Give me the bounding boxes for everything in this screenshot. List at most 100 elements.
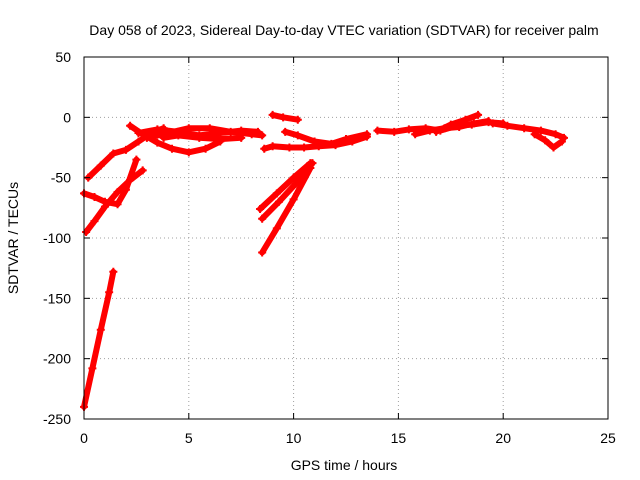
data-point [557, 137, 566, 146]
plot-frame [83, 56, 609, 420]
chart-title: Day 058 of 2023, Sidereal Day-to-day VTE… [89, 22, 598, 38]
data-point [293, 131, 302, 140]
data-point [258, 248, 267, 257]
data-point [256, 205, 265, 214]
data-point [281, 127, 290, 136]
y-axis-label: SDTVAR / TECUs [5, 182, 21, 294]
x-tick-label: 5 [185, 430, 193, 446]
data-point [411, 130, 420, 139]
series-s17 [432, 110, 483, 136]
series-s3 [80, 155, 141, 209]
data-point [201, 144, 210, 153]
data-point [390, 127, 399, 136]
data-point [362, 130, 371, 139]
data-point [121, 145, 130, 154]
x-tick-label: 0 [80, 430, 88, 446]
data-point [530, 130, 539, 139]
data-point [404, 125, 413, 134]
data-point [113, 200, 122, 209]
series-s19 [530, 130, 566, 152]
data-point [461, 115, 470, 124]
data-point [285, 143, 294, 152]
data-point [310, 137, 319, 146]
x-tick-label: 10 [286, 430, 302, 446]
data-point [159, 133, 168, 142]
y-tick-label: -150 [43, 290, 71, 306]
data-point [109, 149, 118, 158]
data-point [373, 126, 382, 135]
data-point [260, 144, 269, 153]
data-point [96, 161, 105, 170]
data-point [174, 131, 183, 140]
data-point [327, 139, 336, 148]
data-point [279, 113, 288, 122]
series-s16 [411, 116, 493, 139]
data-point [272, 189, 281, 198]
data-point [121, 185, 130, 194]
data-point [205, 124, 214, 133]
data-point [90, 217, 99, 226]
data-point [253, 127, 262, 136]
y-tick-label: -250 [43, 411, 71, 427]
data-point [90, 192, 99, 201]
data-point [100, 197, 109, 206]
data-point [237, 126, 246, 135]
data-point [184, 148, 193, 157]
data-point [134, 129, 143, 138]
y-tick-label: 50 [55, 49, 71, 65]
data-point [291, 179, 300, 188]
data-point [126, 121, 135, 130]
data-point [342, 135, 350, 144]
data-point [474, 110, 483, 119]
series-s14 [256, 159, 315, 214]
axis-ticks: 0 5 10 15 20 25 -250 -200 -150 -100 -50 0 50 [43, 49, 616, 446]
series-s13 [258, 159, 317, 223]
data-point [237, 133, 246, 142]
series-line [259, 160, 316, 222]
data-point [88, 364, 97, 373]
series-line [531, 131, 565, 151]
data-point [109, 267, 118, 276]
data-point [138, 166, 147, 175]
data-point [446, 120, 455, 129]
data-point [268, 142, 277, 151]
data-point [488, 119, 497, 128]
y-tick-label: -100 [43, 230, 71, 246]
x-tick-label: 20 [495, 430, 511, 446]
x-tick-label: 15 [391, 430, 407, 446]
data-point [142, 133, 151, 142]
data-point [432, 127, 441, 136]
data-point [306, 159, 315, 168]
data-point [503, 121, 512, 130]
data-point [134, 137, 143, 146]
data-point [469, 119, 478, 128]
series-line [433, 111, 481, 135]
data-point [300, 143, 309, 152]
data-point [541, 136, 550, 145]
y-tick-label: -50 [51, 170, 71, 186]
data-point [520, 124, 529, 133]
y-tick-label: -200 [43, 351, 71, 367]
data-point [216, 135, 225, 144]
data-point [96, 325, 105, 334]
series-line [257, 160, 314, 212]
series-s18 [488, 119, 568, 142]
data-point [289, 195, 298, 204]
data-point [113, 188, 122, 197]
data-point [274, 197, 283, 206]
data-point [289, 173, 298, 182]
data-point [536, 126, 545, 135]
series-s1 [80, 267, 118, 411]
data-point [425, 126, 434, 135]
data-point [272, 224, 281, 233]
series-s11 [281, 127, 371, 148]
data-point [293, 115, 302, 124]
data-point [195, 133, 204, 142]
series-line [259, 165, 314, 256]
data-point [258, 131, 267, 140]
series-s8 [159, 131, 246, 144]
series-s9 [268, 110, 302, 124]
data-point [132, 155, 141, 164]
data-point [549, 143, 558, 152]
